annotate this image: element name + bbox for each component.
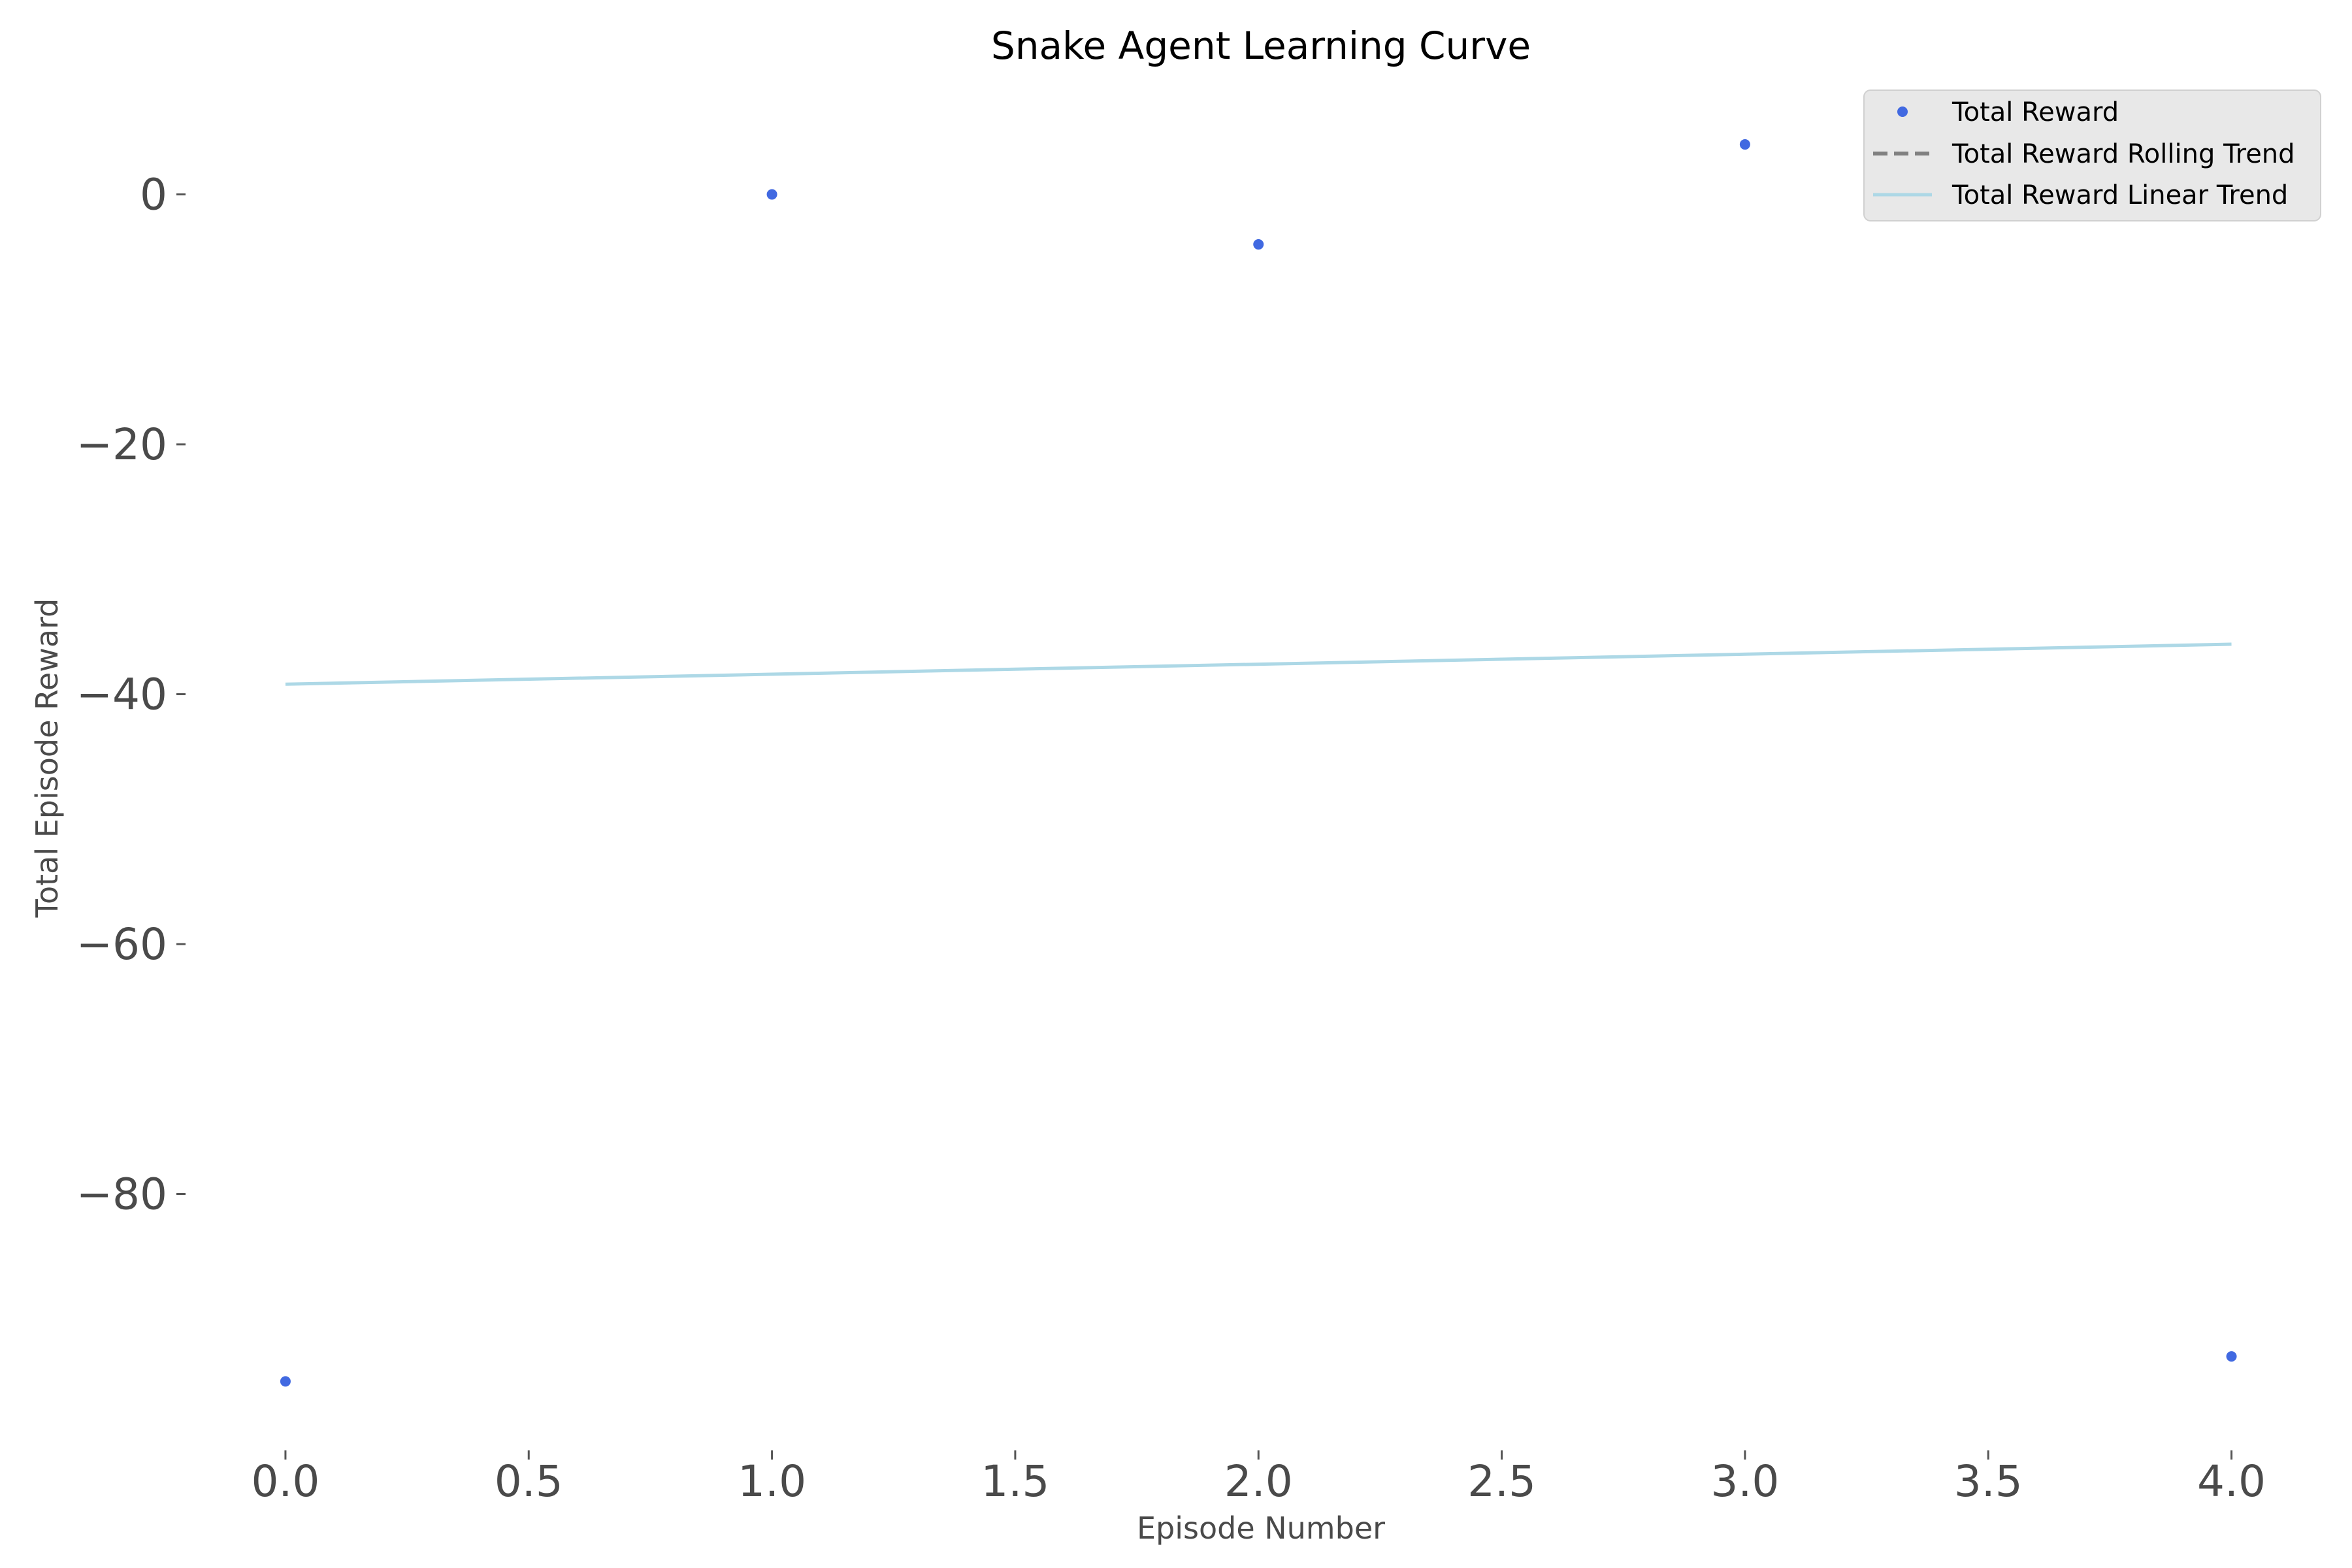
x-tick-label: 0.5	[495, 1456, 563, 1507]
x-tick-label: 2.0	[1224, 1456, 1293, 1507]
legend-label-total-reward: Total Reward	[1952, 97, 2119, 127]
y-tick-label: −60	[76, 919, 167, 970]
x-tick-label: 1.5	[981, 1456, 1049, 1507]
x-tick-label: 1.0	[738, 1456, 806, 1507]
x-tick-label: 4.0	[2197, 1456, 2266, 1507]
legend-label-linear-trend: Total Reward Linear Trend	[1952, 180, 2288, 210]
plot-area	[280, 139, 2237, 1387]
legend-box	[1863, 90, 2321, 221]
data-point-total-reward	[1253, 239, 1264, 250]
legend: Total Reward Total Reward Rolling Trend …	[1863, 90, 2321, 221]
x-axis-label: Episode Number	[1137, 1511, 1385, 1546]
y-tick-label: 0	[140, 170, 167, 220]
y-axis-label: Total Episode Reward	[29, 598, 65, 919]
y-tick-label: −20	[76, 419, 167, 470]
y-axis-ticks: 0 −20 −40 −60 −80	[76, 170, 186, 1220]
x-axis-ticks: 0.0 0.5 1.0 1.5 2.0 2.5 3.0 3.5 4.0	[251, 1450, 2266, 1507]
legend-marker-total-reward	[1897, 106, 1908, 117]
y-tick-label: −80	[76, 1169, 167, 1220]
x-tick-label: 3.5	[1954, 1456, 2023, 1507]
series-line-total-reward-linear-trend	[285, 642, 2232, 686]
data-point-total-reward	[766, 189, 777, 200]
y-tick-label: −40	[76, 670, 167, 720]
data-point-total-reward	[1739, 139, 1750, 150]
x-tick-label: 0.0	[251, 1456, 319, 1507]
x-tick-label: 3.0	[1710, 1456, 1779, 1507]
x-tick-label: 2.5	[1467, 1456, 1536, 1507]
chart-title: Snake Agent Learning Curve	[991, 24, 1531, 68]
data-point-total-reward	[2226, 1351, 2237, 1362]
data-point-total-reward	[280, 1376, 291, 1387]
legend-label-rolling-trend: Total Reward Rolling Trend	[1952, 139, 2295, 169]
